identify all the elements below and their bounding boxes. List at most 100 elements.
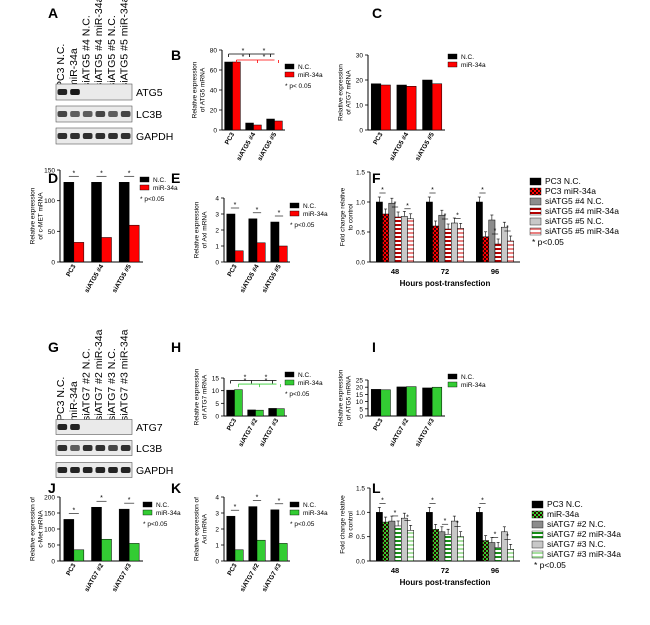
y-tick-label: 10 <box>212 388 220 395</box>
x-tick-label: siATG5 #4 <box>236 131 258 162</box>
x-tick-label: siATG7 #2 <box>239 562 261 593</box>
y-tick-label: 1.0 <box>356 200 365 207</box>
x-tick-label: PC3 <box>226 562 239 577</box>
y-tick-label: 150 <box>44 168 55 175</box>
bar <box>370 83 382 131</box>
y-tick-label: 1 <box>215 244 219 251</box>
bar <box>494 243 502 263</box>
y-tick-label: 20 <box>356 78 364 85</box>
x-tick-label: 72 <box>441 267 449 276</box>
legend-swatch <box>529 187 542 196</box>
panel-letter-i: I <box>372 339 376 355</box>
bar <box>248 506 258 562</box>
bar <box>226 389 235 417</box>
bar <box>232 61 241 131</box>
blot-band <box>95 111 106 117</box>
band-label-lc3b: LC3B <box>136 109 162 121</box>
significance-star: * <box>244 378 247 385</box>
bar <box>128 543 140 562</box>
blot-band <box>120 133 131 139</box>
y-axis-label: Fold change relative <box>340 495 347 554</box>
legend-swatch <box>289 202 300 209</box>
legend-label: N.C. <box>303 502 316 509</box>
legend-label: PC3 N.C. <box>545 176 581 186</box>
legend-swatch <box>284 63 295 70</box>
legend-swatch <box>529 177 542 186</box>
y-axis-label: Relative expression <box>194 201 201 258</box>
significance-star: * <box>242 54 245 61</box>
bar <box>73 549 85 562</box>
bar <box>224 61 233 131</box>
significance-star: * <box>72 170 75 177</box>
y-tick-label: 0.5 <box>356 534 365 541</box>
legend-swatch <box>531 510 544 519</box>
significance-star: * <box>431 187 434 194</box>
bar <box>501 226 508 263</box>
bar <box>255 409 264 417</box>
bar <box>253 124 262 131</box>
bar <box>256 539 266 562</box>
blot-band <box>120 111 131 117</box>
band-label-lc3b: LC3B <box>136 443 162 455</box>
y-tick-label: 0 <box>51 260 55 267</box>
legend-label: siATG7 #2 N.C. <box>547 519 606 529</box>
significance-star: * <box>494 531 497 538</box>
y-tick-label: 60 <box>210 68 218 75</box>
bar <box>63 182 75 263</box>
blot-band <box>108 133 118 139</box>
bar <box>476 512 483 562</box>
significance-star: * <box>265 375 268 382</box>
blot-band <box>108 111 118 117</box>
y-tick-label: 5 <box>359 406 363 413</box>
bar <box>278 543 288 562</box>
legend-note: * p<0.05 <box>290 222 315 229</box>
legend-label: PC3 N.C. <box>547 499 583 509</box>
significance-star: * <box>444 213 447 220</box>
y-tick-label: 2 <box>215 228 219 235</box>
legend-swatch <box>531 520 544 529</box>
lane-label: siATG5 #5 N.C. <box>106 15 118 88</box>
x-tick-label: PC3 <box>226 417 239 432</box>
blot-band <box>70 445 80 451</box>
significance-star: * <box>100 170 103 177</box>
blot-band <box>82 133 93 139</box>
band-label-gapdh: GAPDH <box>136 465 173 477</box>
blot-band <box>70 133 80 139</box>
x-tick-label: 72 <box>441 566 449 575</box>
y-tick-label: 200 <box>44 495 55 502</box>
legend-swatch <box>447 373 458 380</box>
y-tick-label: 0 <box>51 559 55 566</box>
bar <box>245 122 254 131</box>
y-tick-label: 3 <box>215 511 219 518</box>
bar <box>438 214 446 263</box>
legend-label: N.C. <box>461 54 474 61</box>
legend-label: siATG5 #5 N.C. <box>545 216 604 226</box>
legend-swatch <box>289 501 300 508</box>
chart-h: 0 5 10 15 Relative expression of ATG7 mRNA PC3… <box>194 368 323 448</box>
lane-label: miR-34a <box>68 381 80 421</box>
legend-swatch <box>531 540 544 549</box>
bar <box>422 387 433 417</box>
y-tick-label: 15 <box>212 376 220 383</box>
y-tick-label: 4 <box>215 495 219 502</box>
legend-label: siATG5 #4 miR-34a <box>545 206 619 216</box>
y-tick-label: 100 <box>44 198 55 205</box>
legend-swatch <box>284 371 295 378</box>
y-axis-label: Relative expression of <box>194 497 201 561</box>
significance-star: * <box>263 54 266 61</box>
y-tick-label: 50 <box>48 543 56 550</box>
chart-f: 0.0 0.5 1.0 1.5 Fold change relative to contr… <box>340 170 620 289</box>
bar <box>388 520 396 562</box>
significance-star: * <box>278 498 281 505</box>
bar <box>234 389 243 417</box>
bar <box>226 213 236 263</box>
significance-star: * <box>494 228 497 235</box>
x-tick-label: 96 <box>491 267 499 276</box>
significance-star: * <box>381 187 384 194</box>
legend-label: miR-34a <box>298 380 323 387</box>
panel-letter-a: A <box>48 5 58 21</box>
bar <box>507 240 514 263</box>
significance-star: * <box>256 207 259 214</box>
panel-letter-g: G <box>48 339 59 355</box>
